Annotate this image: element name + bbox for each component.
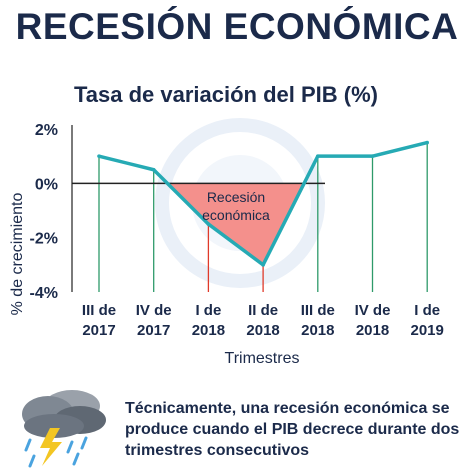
y-axis-label: % de crecimiento	[9, 193, 26, 316]
x-tick-label: I de 2018	[192, 302, 225, 339]
data-point	[316, 154, 320, 158]
x-tick-label: I de 2019	[411, 302, 444, 339]
y-tick-label: 0%	[35, 176, 58, 193]
data-point	[425, 140, 430, 145]
data-point	[261, 263, 265, 267]
x-tick-label: II de 2018	[246, 302, 279, 339]
x-axis-label: Trimestres	[225, 350, 300, 367]
storm-cloud-icon	[22, 390, 106, 468]
x-tick-label: IV de 2018	[355, 302, 391, 339]
x-tick-label: IV de 2017	[136, 302, 172, 339]
data-point	[97, 154, 101, 158]
footer-note: Técnicamente, una recesión económica se …	[125, 400, 460, 459]
recession-area	[167, 183, 305, 265]
data-point	[151, 167, 156, 172]
y-tick-label: -2%	[30, 231, 58, 248]
gdp-chart: Tasa de variación del PIB (%) 2% 0% -2% -4%…	[9, 82, 444, 367]
y-tick-label: 2%	[35, 122, 58, 139]
main-title: RECESIÓN ECONÓMICA	[15, 6, 459, 47]
chart-title: Tasa de variación del PIB (%)	[74, 82, 378, 107]
data-point	[206, 222, 211, 226]
data-point	[370, 154, 375, 158]
recession-label: Recesión económica	[202, 189, 270, 223]
y-tick-label: -4%	[30, 285, 58, 302]
x-tick-label: III de 2018	[301, 302, 335, 339]
x-tick-label: III de 2017	[82, 302, 116, 339]
